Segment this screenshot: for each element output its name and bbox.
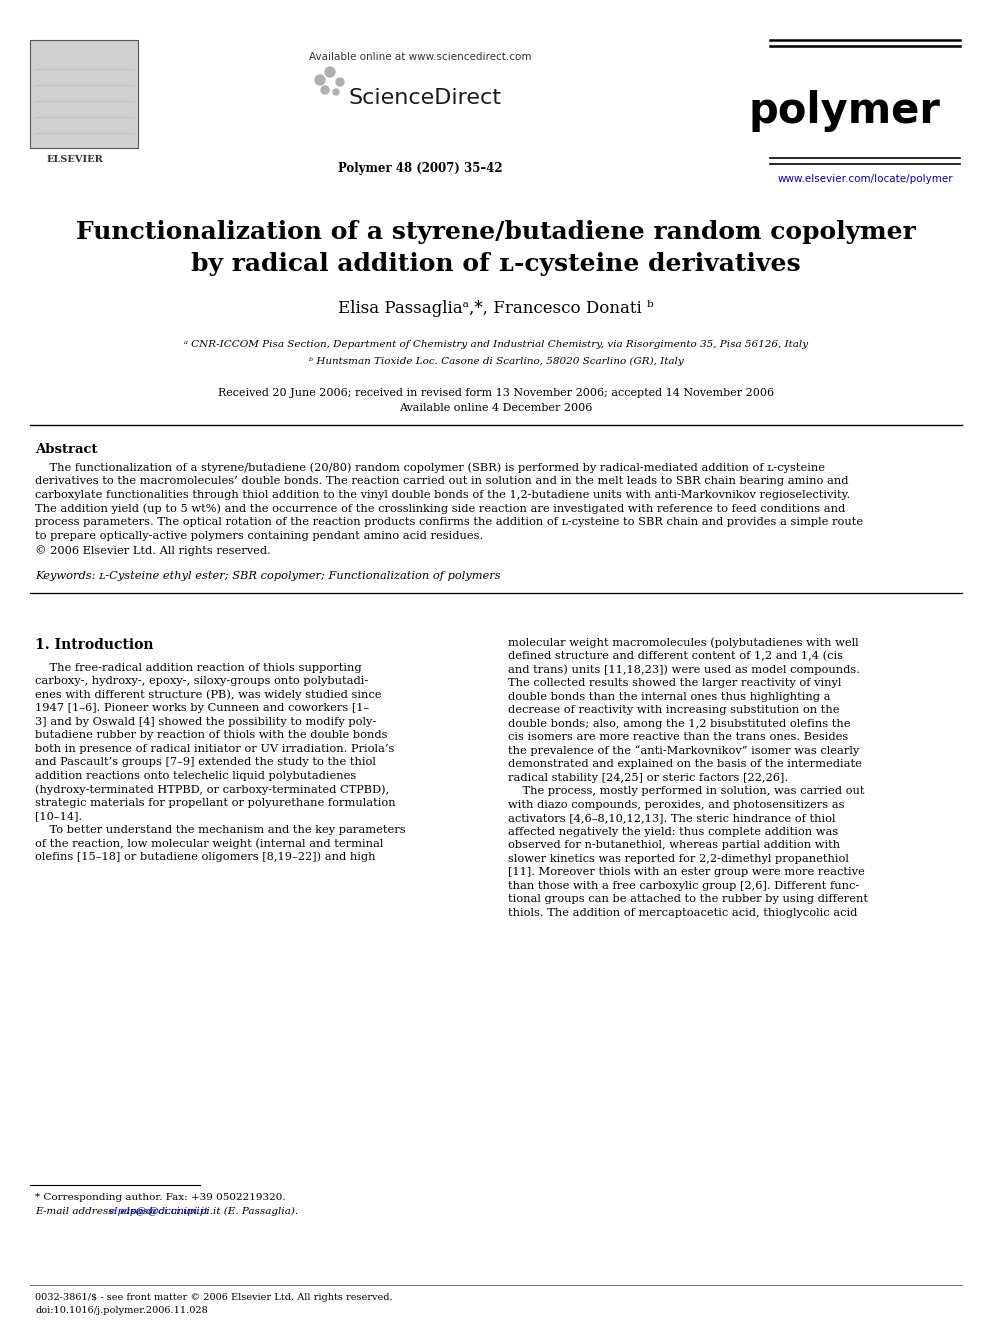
Text: double bonds than the internal ones thus highlighting a: double bonds than the internal ones thus… [508,692,830,701]
Text: © 2006 Elsevier Ltd. All rights reserved.: © 2006 Elsevier Ltd. All rights reserved… [35,545,271,556]
Text: The process, mostly performed in solution, was carried out: The process, mostly performed in solutio… [508,786,864,796]
Text: ScienceDirect: ScienceDirect [348,89,501,108]
Text: thiols. The addition of mercaptoacetic acid, thioglycolic acid: thiols. The addition of mercaptoacetic a… [508,908,857,918]
Text: (hydroxy-terminated HTPBD, or carboxy-terminated CTPBD),: (hydroxy-terminated HTPBD, or carboxy-te… [35,785,389,795]
Text: carboxy-, hydroxy-, epoxy-, siloxy-groups onto polybutadi-: carboxy-, hydroxy-, epoxy-, siloxy-group… [35,676,368,687]
Text: than those with a free carboxylic group [2,6]. Different func-: than those with a free carboxylic group … [508,881,859,890]
Text: butadiene rubber by reaction of thiols with the double bonds: butadiene rubber by reaction of thiols w… [35,730,388,740]
Circle shape [333,89,339,95]
Text: [11]. Moreover thiols with an ester group were more reactive: [11]. Moreover thiols with an ester grou… [508,867,865,877]
Text: carboxylate functionalities through thiol addition to the vinyl double bonds of : carboxylate functionalities through thio… [35,490,850,500]
Circle shape [315,75,325,85]
Text: tional groups can be attached to the rubber by using different: tional groups can be attached to the rub… [508,894,868,904]
Text: process parameters. The optical rotation of the reaction products confirms the a: process parameters. The optical rotation… [35,517,863,527]
Text: Functionalization of a styrene/butadiene random copolymer: Functionalization of a styrene/butadiene… [76,220,916,243]
Text: Elisa Passagliaᵃ,*, Francesco Donati ᵇ: Elisa Passagliaᵃ,*, Francesco Donati ᵇ [338,300,654,318]
Text: doi:10.1016/j.polymer.2006.11.028: doi:10.1016/j.polymer.2006.11.028 [35,1306,207,1315]
Text: both in presence of radical initiator or UV irradiation. Priola’s: both in presence of radical initiator or… [35,744,395,754]
Text: olefins [15–18] or butadiene oligomers [8,19–22]) and high: olefins [15–18] or butadiene oligomers [… [35,852,376,863]
Text: ᵃ CNR-ICCOM Pisa Section, Department of Chemistry and Industrial Chemistry, via : ᵃ CNR-ICCOM Pisa Section, Department of … [184,340,808,349]
Text: defined structure and different content of 1,2 and 1,4 (cis: defined structure and different content … [508,651,843,662]
Text: www.elsevier.com/locate/polymer: www.elsevier.com/locate/polymer [777,175,952,184]
Text: To better understand the mechanism and the key parameters: To better understand the mechanism and t… [35,824,406,835]
Circle shape [321,86,329,94]
Text: Available online 4 December 2006: Available online 4 December 2006 [400,404,592,413]
Text: Abstract: Abstract [35,443,97,456]
Text: 0032-3861/$ - see front matter © 2006 Elsevier Ltd. All rights reserved.: 0032-3861/$ - see front matter © 2006 El… [35,1293,393,1302]
Text: The collected results showed the larger reactivity of vinyl: The collected results showed the larger … [508,679,841,688]
Text: the prevalence of the “anti-Markovnikov” isomer was clearly: the prevalence of the “anti-Markovnikov”… [508,746,859,757]
Bar [30,40,138,148]
Text: radical stability [24,25] or steric factors [22,26].: radical stability [24,25] or steric fact… [508,773,788,783]
Circle shape [336,78,344,86]
Text: slower kinetics was reported for 2,2-dimethyl propanethiol: slower kinetics was reported for 2,2-dim… [508,853,849,864]
Text: by radical addition of ʟ-cysteine derivatives: by radical addition of ʟ-cysteine deriva… [191,251,801,277]
Text: derivatives to the macromolecules’ double bonds. The reaction carried out in sol: derivatives to the macromolecules’ doubl… [35,476,848,486]
Text: addition reactions onto telechelic liquid polybutadienes: addition reactions onto telechelic liqui… [35,770,356,781]
Text: polymer: polymer [748,90,940,132]
Text: and trans) units [11,18,23]) were used as model compounds.: and trans) units [11,18,23]) were used a… [508,664,860,675]
Text: The addition yield (up to 5 wt%) and the occurrence of the crosslinking side rea: The addition yield (up to 5 wt%) and the… [35,503,845,513]
Text: ᵇ Huntsman Tioxide Loc. Casone di Scarlino, 58020 Scarlino (GR), Italy: ᵇ Huntsman Tioxide Loc. Casone di Scarli… [309,357,683,366]
Text: decrease of reactivity with increasing substitution on the: decrease of reactivity with increasing s… [508,705,839,716]
Text: * Corresponding author. Fax: +39 0502219320.: * Corresponding author. Fax: +39 0502219… [35,1193,286,1203]
Text: [10–14].: [10–14]. [35,811,82,822]
Text: double bonds; also, among the 1,2 bisubstituted olefins the: double bonds; also, among the 1,2 bisubs… [508,718,850,729]
Circle shape [325,67,335,77]
Text: elpas@dcci.unipi.it: elpas@dcci.unipi.it [109,1207,209,1216]
Text: Received 20 June 2006; received in revised form 13 November 2006; accepted 14 No: Received 20 June 2006; received in revis… [218,388,774,398]
Text: The functionalization of a styrene/butadiene (20/80) random copolymer (SBR) is p: The functionalization of a styrene/butad… [35,462,825,472]
Text: Polymer 48 (2007) 35–42: Polymer 48 (2007) 35–42 [337,161,502,175]
Text: 1947 [1–6]. Pioneer works by Cunneen and coworkers [1–: 1947 [1–6]. Pioneer works by Cunneen and… [35,703,369,713]
Text: to prepare optically-active polymers containing pendant amino acid residues.: to prepare optically-active polymers con… [35,531,483,541]
Text: with diazo compounds, peroxides, and photosensitizers as: with diazo compounds, peroxides, and pho… [508,799,844,810]
Text: molecular weight macromolecules (polybutadienes with well: molecular weight macromolecules (polybut… [508,638,859,648]
Text: enes with different structure (PB), was widely studied since: enes with different structure (PB), was … [35,689,382,700]
Text: The free-radical addition reaction of thiols supporting: The free-radical addition reaction of th… [35,663,362,672]
Text: Available online at www.sciencedirect.com: Available online at www.sciencedirect.co… [309,52,532,62]
Text: E-mail address: elpas@dcci.unipi.it (E. Passaglia).: E-mail address: elpas@dcci.unipi.it (E. … [35,1207,299,1216]
Text: observed for n-butanethiol, whereas partial addition with: observed for n-butanethiol, whereas part… [508,840,840,851]
Text: activators [4,6–8,10,12,13]. The steric hindrance of thiol: activators [4,6–8,10,12,13]. The steric … [508,814,835,823]
Text: 3] and by Oswald [4] showed the possibility to modify poly-: 3] and by Oswald [4] showed the possibil… [35,717,376,726]
Text: of the reaction, low molecular weight (internal and terminal: of the reaction, low molecular weight (i… [35,837,383,848]
Text: and Pascault’s groups [7–9] extended the study to the thiol: and Pascault’s groups [7–9] extended the… [35,757,376,767]
Text: Keywords: ʟ-Cysteine ethyl ester; SBR copolymer; Functionalization of polymers: Keywords: ʟ-Cysteine ethyl ester; SBR co… [35,570,501,581]
Text: 1. Introduction: 1. Introduction [35,638,154,652]
Text: cis isomers are more reactive than the trans ones. Besides: cis isomers are more reactive than the t… [508,732,848,742]
Text: affected negatively the yield: thus complete addition was: affected negatively the yield: thus comp… [508,827,838,836]
Text: demonstrated and explained on the basis of the intermediate: demonstrated and explained on the basis … [508,759,862,769]
Text: ELSEVIER: ELSEVIER [47,155,103,164]
Text: strategic materials for propellant or polyurethane formulation: strategic materials for propellant or po… [35,798,396,807]
